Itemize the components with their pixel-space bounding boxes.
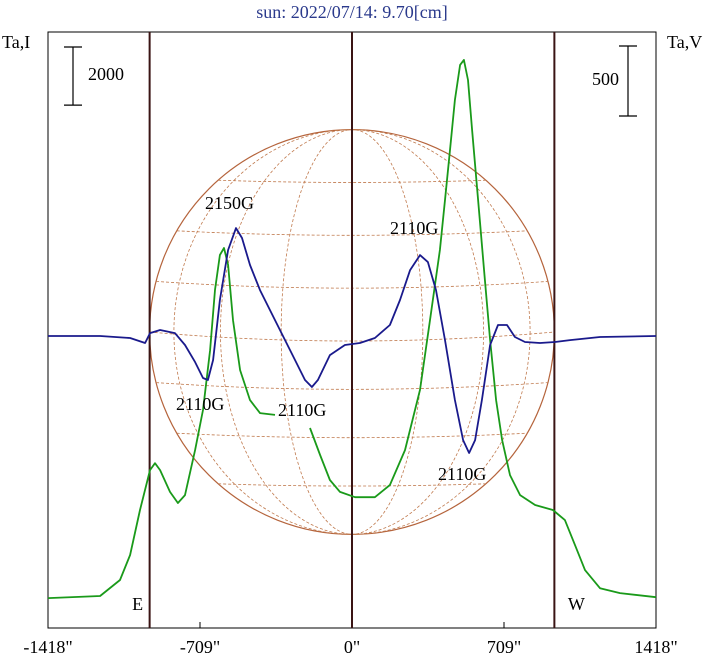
x-tick-label: -709" bbox=[180, 637, 220, 657]
x-tick-label: 709" bbox=[487, 637, 521, 657]
x-tick-label: 1418" bbox=[634, 637, 677, 657]
y-axis-label: Ta,I bbox=[2, 32, 30, 52]
chart-title: sun: 2022/07/14: 9.70[cm] bbox=[256, 2, 448, 22]
annotation: 2110G bbox=[438, 464, 486, 484]
series-line bbox=[48, 227, 657, 454]
y2-axis-label: Ta,V bbox=[667, 32, 702, 52]
x-tick-label: 0" bbox=[344, 637, 360, 657]
annotation: 2110G bbox=[278, 400, 326, 420]
series-line bbox=[47, 59, 657, 599]
limb-label: W bbox=[568, 594, 585, 614]
annotation: 2110G bbox=[390, 218, 438, 238]
annotation: 2150G bbox=[205, 193, 254, 213]
limb-label: E bbox=[132, 594, 143, 614]
scale-bar-label: 500 bbox=[592, 69, 619, 89]
annotation: 2110G bbox=[176, 394, 224, 414]
x-tick-label: -1418" bbox=[23, 637, 72, 657]
scale-bar-label: 2000 bbox=[88, 64, 124, 84]
